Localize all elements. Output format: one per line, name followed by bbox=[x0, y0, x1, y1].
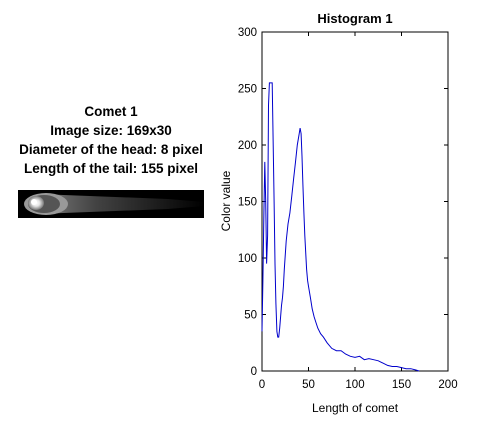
y-tick-label: 150 bbox=[238, 197, 257, 209]
x-tick-label: 0 bbox=[259, 379, 265, 391]
chart-title: Histogram 1 bbox=[317, 11, 392, 26]
y-tick-label: 100 bbox=[238, 253, 257, 265]
image-size-label: Image size: 169x30 bbox=[50, 123, 172, 138]
comet-thumbnail bbox=[18, 190, 204, 218]
x-tick-label: 200 bbox=[438, 379, 457, 391]
y-tick-label: 250 bbox=[238, 84, 257, 96]
head-diameter-label: Diameter of the head: 8 pixel bbox=[19, 142, 203, 157]
y-tick-label: 300 bbox=[238, 27, 257, 39]
y-axis-label: Color value bbox=[219, 170, 233, 231]
x-tick-label: 100 bbox=[345, 379, 364, 391]
plot-frame bbox=[261, 31, 449, 372]
x-axis-ticks: 0 50 100 150 200 bbox=[259, 32, 458, 391]
y-tick-label: 0 bbox=[251, 366, 257, 378]
y-tick-label: 200 bbox=[238, 140, 257, 152]
y-axis-ticks: 0 50 100 150 200 250 300 bbox=[238, 27, 448, 378]
comet-info: Comet 1 Image size: 169x30 Diameter of t… bbox=[0, 102, 222, 178]
x-tick-label: 150 bbox=[392, 379, 411, 391]
tail-length-label: Length of the tail: 155 pixel bbox=[23, 161, 199, 176]
x-axis-label: Length of comet bbox=[312, 401, 399, 415]
comet-image bbox=[18, 190, 204, 218]
x-tick-label: 50 bbox=[302, 379, 315, 391]
histogram-line bbox=[261, 82, 420, 372]
y-tick-label: 50 bbox=[244, 310, 257, 322]
comet-name: Comet 1 bbox=[84, 104, 138, 119]
